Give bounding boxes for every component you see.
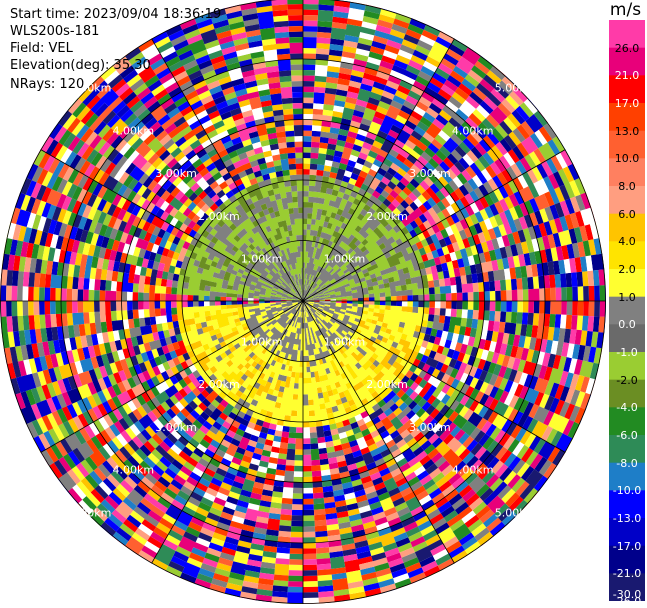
range-ring-label: 1.00km (324, 335, 366, 348)
range-ring-label: 5.00km (495, 82, 537, 95)
azimuth-spoke (302, 38, 455, 302)
colorbar-segment (609, 20, 645, 49)
colorbar-tick-label: -1.0 (616, 346, 638, 359)
colorbar-segment (609, 518, 645, 547)
colorbar-tick-label: -30.0 (612, 588, 642, 601)
azimuth-spoke (302, 300, 566, 453)
range-ring-label: 5.00km (70, 507, 112, 520)
range-ring-label: 3.00km (409, 421, 451, 434)
azimuth-spokes (0, 0, 606, 604)
colorbar-segment (609, 573, 645, 601)
colorbar-tick-label: -4.0 (616, 401, 638, 415)
colorbar-tick-label: 8.0 (618, 180, 636, 193)
elevation: Elevation(deg): 35.30 (10, 58, 151, 73)
colorbar-segment (609, 407, 645, 436)
colorbar-segment (609, 324, 645, 353)
colorbar-segment (609, 130, 645, 159)
colorbar-tick-label: 4.0 (618, 235, 636, 249)
azimuth-spoke (302, 300, 455, 564)
colorbar-tick-label: -17.0 (612, 539, 642, 553)
colorbar-tick-label: -26.0 (612, 595, 642, 608)
colorbar-segment (609, 296, 645, 325)
azimuth-spoke (40, 149, 304, 302)
range-ring-label: 2.00km (366, 210, 408, 223)
colorbar-segment (609, 103, 645, 132)
field-name: Field: VEL (10, 41, 73, 56)
colorbar-tick-label: -21.0 (612, 567, 642, 581)
nrays: NRays: 120 (10, 77, 85, 92)
colorbar-tick-label: 2.0 (618, 263, 636, 276)
colorbar-unit: m/s (609, 0, 642, 20)
range-ring-label: 2.00km (366, 378, 408, 391)
colorbar-tick-label: 6.0 (618, 207, 636, 221)
colorbar-segment (609, 490, 645, 519)
colorbar-segment (609, 462, 645, 491)
range-ring-label: 4.00km (452, 124, 494, 137)
colorbar-segment (609, 352, 645, 381)
range-ring-label: 2.00km (198, 210, 240, 223)
range-ring-label: 3.00km (409, 167, 451, 180)
colorbar-tick-label: -13.0 (612, 512, 642, 525)
start-time: Start time: 2023/09/04 18:36:19 (10, 7, 222, 22)
range-ring-label: 5.00km (70, 82, 112, 95)
colorbar (609, 20, 645, 601)
colorbar-segment (609, 213, 645, 242)
range-ring-label: 3.00km (155, 421, 197, 434)
colorbar-segment (609, 435, 645, 464)
colorbar-segment (609, 269, 645, 298)
range-ring-label: 4.00km (452, 464, 494, 477)
gate-group (20, 0, 602, 593)
range-ring-label: 4.00km (113, 464, 155, 477)
range-ring-label: 4.00km (113, 124, 155, 137)
range-ring-label: 1.00km (241, 253, 283, 266)
colorbar-tick-label: -8.0 (616, 456, 638, 470)
colorbar-segment (609, 545, 645, 574)
colorbar-tick-label: 21.0 (614, 69, 640, 83)
azimuth-spoke (151, 300, 304, 564)
colorbar-tick-label: 17.0 (614, 97, 640, 110)
range-ring-label: 1.00km (324, 253, 366, 266)
gate-group (16, 8, 607, 604)
colorbar-tick-label: 13.0 (614, 124, 640, 138)
colorbar-tick-label: 0.0 (618, 318, 636, 332)
range-ring-labels: 1.00km 2.00km 3.00km 4.00km 5.00km 1.00km 2.00… (70, 82, 537, 520)
range-ring-label: 1.00km (241, 335, 283, 348)
range-ring-label: 3.00km (155, 167, 197, 180)
colorbar-tick-label: 10.0 (614, 152, 640, 166)
colorbar-tick-label: 1.0 (618, 290, 636, 304)
instrument-name: WLS200s-181 (10, 24, 100, 39)
colorbar-tick-label: -2.0 (616, 373, 638, 387)
colorbar-segment (609, 186, 645, 215)
colorbar-tick-label: -10.0 (612, 484, 642, 498)
gate-group (2, 13, 606, 593)
colorbar-tick-label: 26.0 (614, 41, 640, 55)
colorbar-segment (609, 241, 645, 270)
scan-info: Start time: 2023/09/04 18:36:19 WLS200s-… (10, 6, 221, 93)
azimuth-spoke (302, 149, 566, 302)
colorbar-tick-label: -6.0 (616, 429, 638, 442)
gate-group (36, 4, 592, 604)
colorbar-segment (609, 75, 645, 104)
azimuth-spoke (151, 38, 304, 302)
range-ring-label: 5.00km (495, 507, 537, 520)
colorbar-segment (609, 158, 645, 187)
gate-group (0, 0, 591, 598)
azimuth-spoke (40, 300, 304, 453)
colorbar-segment (609, 47, 645, 76)
range-ring-label: 2.00km (198, 378, 240, 391)
gate-group (179, 174, 429, 298)
colorbar-segment (609, 379, 645, 408)
